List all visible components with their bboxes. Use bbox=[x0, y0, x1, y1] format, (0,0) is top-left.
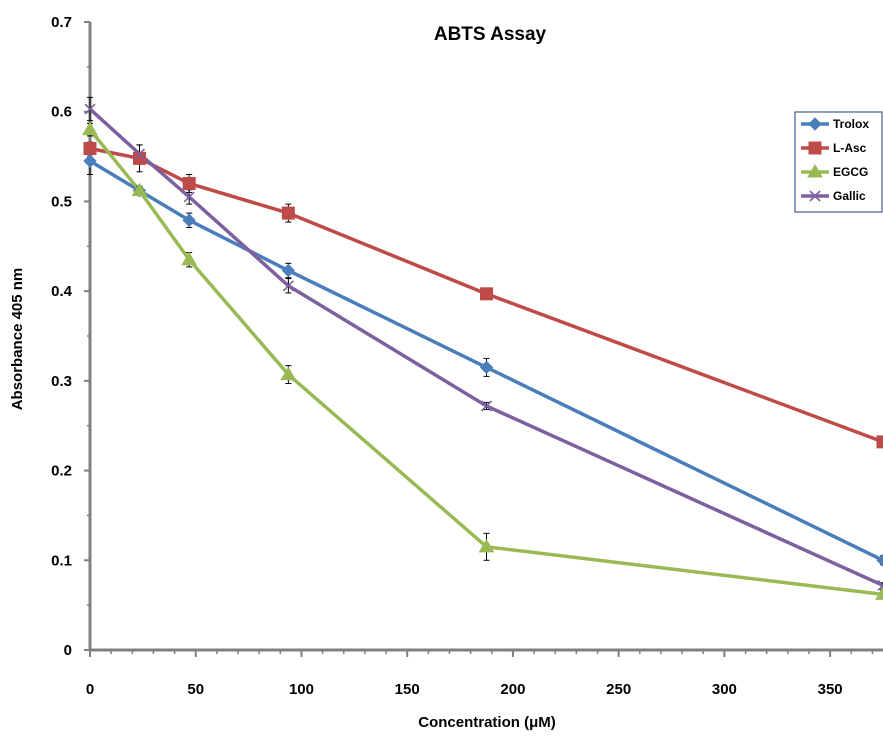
series-line-l-asc bbox=[89, 146, 883, 444]
data-point-trolox bbox=[281, 263, 296, 278]
x-tick-label: 100 bbox=[289, 681, 314, 698]
y-tick-label: 0.5 bbox=[51, 193, 72, 210]
data-point-l-asc bbox=[281, 206, 295, 220]
x-tick-label: 0 bbox=[86, 681, 94, 698]
legend-label-trolox: Trolox bbox=[833, 117, 869, 131]
legend-marker-gallic bbox=[809, 190, 821, 202]
data-point-l-asc bbox=[182, 176, 196, 190]
series-line-gallic bbox=[88, 107, 883, 588]
legend-label-gallic: Gallic bbox=[833, 189, 866, 203]
legend-marker-trolox bbox=[808, 117, 822, 131]
data-point-l-asc bbox=[83, 141, 97, 155]
data-point-trolox bbox=[83, 154, 97, 168]
data-point-trolox bbox=[479, 360, 494, 375]
data-point-gallic bbox=[183, 191, 195, 203]
series-line-trolox bbox=[89, 159, 883, 562]
data-point-gallic bbox=[133, 148, 146, 160]
y-tick-label: 0.6 bbox=[51, 104, 72, 121]
y-axis-title: Absorbance 405 nm bbox=[9, 268, 26, 411]
data-point-gallic bbox=[282, 280, 294, 292]
y-tick-label: 0.2 bbox=[51, 463, 72, 480]
legend-marker-egcg bbox=[807, 164, 823, 178]
x-tick-label: 200 bbox=[500, 681, 525, 698]
axes: 0 0.1 0.2 0.3 0.4 0.5 0.6 0.7 0 50 100 150 200 250 300… bbox=[51, 14, 883, 698]
data-point-egcg bbox=[280, 366, 297, 381]
x-tick-label: 50 bbox=[187, 681, 204, 698]
series-line-egcg bbox=[88, 128, 883, 597]
data-point-gallic bbox=[84, 103, 96, 115]
y-tick-label: 0.4 bbox=[51, 283, 73, 300]
legend: Trolox L-Asc EGCG Gallic bbox=[794, 111, 883, 213]
legend-label-egcg: EGCG bbox=[833, 165, 868, 179]
x-tick-label: 300 bbox=[712, 681, 737, 698]
x-tick-label: 250 bbox=[606, 681, 631, 698]
data-point-gallic bbox=[480, 400, 493, 412]
plot-area bbox=[82, 96, 883, 600]
x-tick-label: 150 bbox=[395, 681, 420, 698]
data-point-egcg bbox=[478, 538, 495, 553]
data-point-gallic bbox=[877, 579, 883, 591]
x-tick-label: 350 bbox=[818, 681, 843, 698]
data-point-egcg bbox=[875, 586, 883, 600]
data-point-egcg bbox=[82, 121, 98, 136]
y-tick-label: 0.1 bbox=[51, 552, 72, 569]
data-point-egcg bbox=[181, 251, 198, 266]
y-tick-label: 0.7 bbox=[51, 14, 72, 31]
chart-title: ABTS Assay bbox=[434, 24, 547, 45]
data-point-l-asc bbox=[132, 151, 146, 165]
y-tick-label: 0.3 bbox=[51, 373, 72, 390]
legend-marker-l-asc bbox=[808, 141, 822, 155]
data-point-egcg bbox=[131, 182, 148, 197]
data-point-l-asc bbox=[480, 287, 493, 301]
x-axis-title: Concentration (μM) bbox=[418, 714, 556, 731]
data-point-trolox bbox=[182, 213, 196, 227]
data-point-trolox bbox=[876, 553, 883, 567]
legend-label-l-asc: L-Asc bbox=[833, 141, 867, 155]
data-point-l-asc bbox=[876, 435, 883, 449]
y-tick-label: 0 bbox=[64, 642, 72, 659]
